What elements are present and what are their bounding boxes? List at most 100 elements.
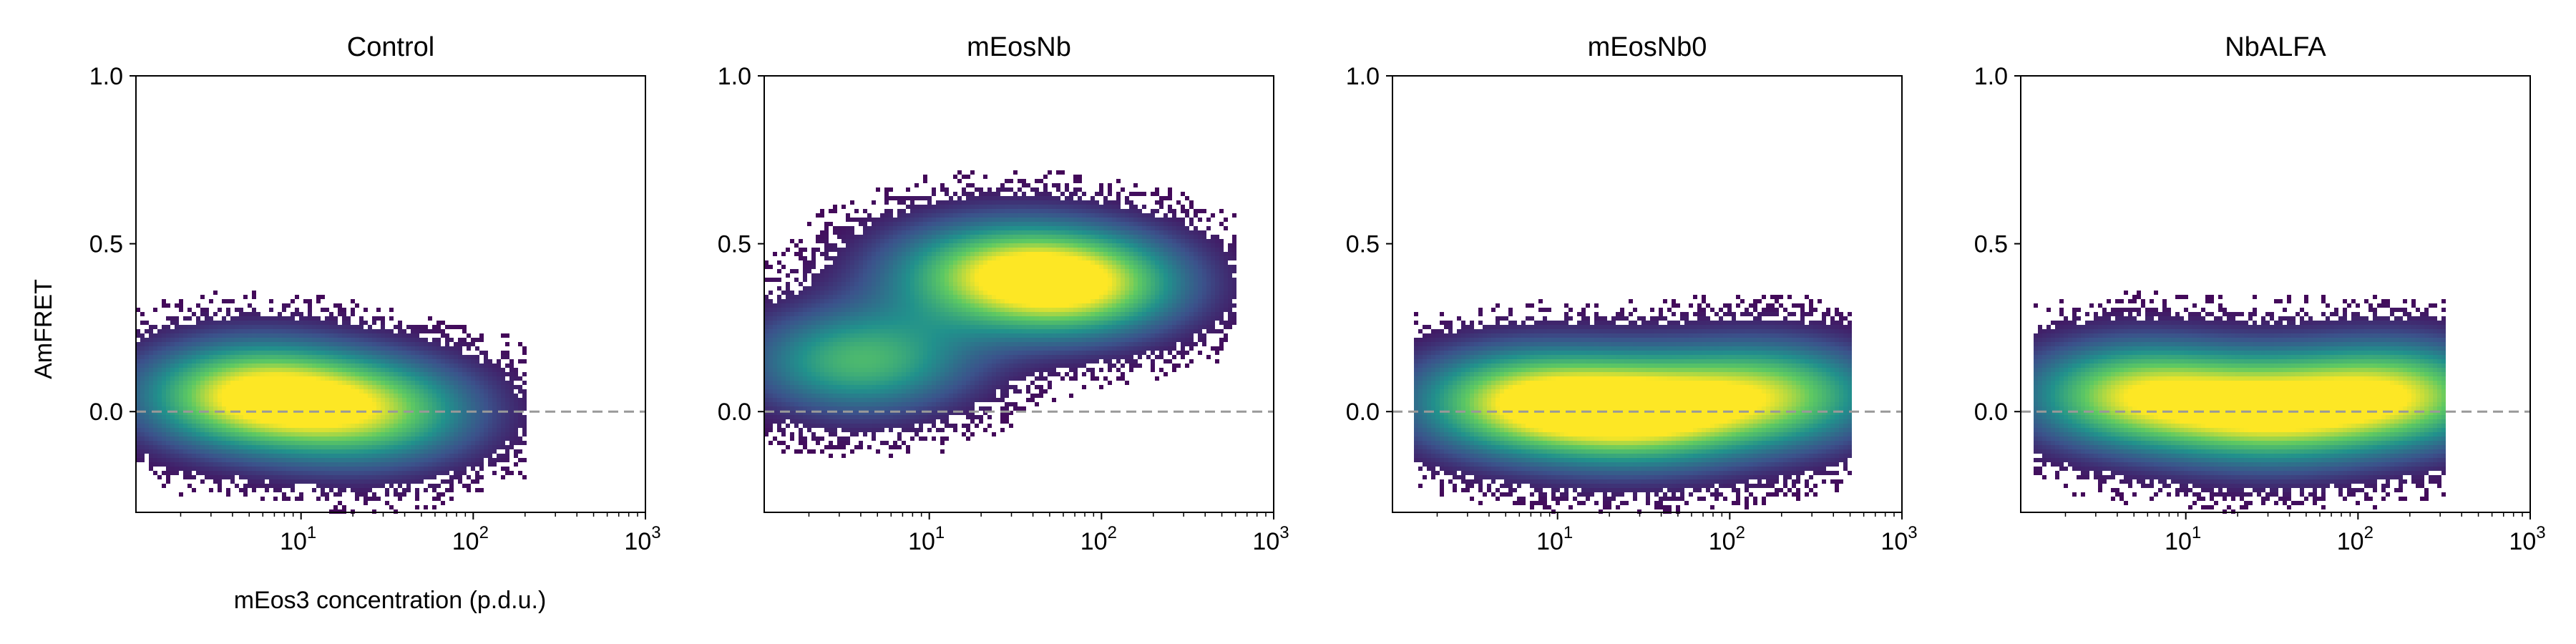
density-cell bbox=[811, 415, 816, 419]
density-cell bbox=[196, 333, 200, 338]
density-cell bbox=[226, 364, 230, 368]
density-cell bbox=[467, 389, 471, 394]
density-cell bbox=[299, 406, 303, 411]
density-cell bbox=[355, 385, 359, 389]
density-cell bbox=[415, 338, 419, 342]
density-cell bbox=[829, 321, 833, 325]
density-cell bbox=[286, 419, 291, 424]
density-cell bbox=[209, 454, 213, 458]
density-cell bbox=[368, 441, 372, 445]
density-cell bbox=[179, 492, 183, 497]
density-cell bbox=[329, 402, 333, 406]
density-cell bbox=[889, 351, 893, 355]
density-cell bbox=[291, 415, 295, 419]
density-cell bbox=[376, 462, 381, 467]
density-cell bbox=[179, 338, 183, 342]
density-cell bbox=[170, 419, 175, 424]
density-cell bbox=[841, 351, 846, 355]
density-cell bbox=[200, 381, 205, 385]
density-cell bbox=[338, 346, 342, 351]
density-cell bbox=[299, 454, 303, 458]
density-cell bbox=[854, 303, 859, 308]
density-cell bbox=[867, 295, 872, 299]
density-cell bbox=[145, 424, 149, 428]
density-cell bbox=[902, 308, 906, 312]
density-cell bbox=[230, 359, 235, 364]
density-cell bbox=[346, 394, 351, 398]
density-cell bbox=[893, 441, 897, 445]
density-cell bbox=[867, 213, 872, 218]
density-cell bbox=[803, 445, 807, 449]
density-cell bbox=[325, 449, 329, 454]
density-cell bbox=[333, 449, 338, 454]
density-cell bbox=[342, 372, 346, 376]
density-cell bbox=[462, 471, 467, 475]
density-cell bbox=[303, 364, 308, 368]
density-cell bbox=[488, 368, 492, 372]
density-cell bbox=[235, 454, 239, 458]
density-cell bbox=[325, 346, 329, 351]
density-cell bbox=[829, 295, 833, 299]
density-cell bbox=[153, 428, 157, 432]
density-cell bbox=[449, 389, 454, 394]
density-cell bbox=[837, 333, 841, 338]
density-cell bbox=[239, 398, 243, 402]
density-cell bbox=[278, 479, 282, 484]
density-cell bbox=[333, 316, 338, 321]
density-cell bbox=[153, 454, 157, 458]
density-cell bbox=[157, 389, 162, 394]
density-cell bbox=[321, 467, 325, 471]
density-cell bbox=[381, 458, 385, 462]
density-cell bbox=[183, 441, 187, 445]
density-cell bbox=[411, 368, 415, 372]
density-cell bbox=[467, 428, 471, 432]
density-cell bbox=[166, 364, 170, 368]
density-cell bbox=[475, 394, 479, 398]
density-cell bbox=[316, 432, 321, 436]
density-cell bbox=[226, 299, 230, 303]
density-cell bbox=[837, 406, 841, 411]
density-cell bbox=[462, 484, 467, 488]
density-cell bbox=[794, 243, 799, 248]
density-cell bbox=[205, 355, 209, 359]
density-cell bbox=[811, 338, 816, 342]
density-cell bbox=[364, 381, 368, 385]
density-cell bbox=[897, 394, 902, 398]
density-cell bbox=[187, 419, 192, 424]
density-cell bbox=[863, 428, 867, 432]
density-cell bbox=[824, 239, 829, 243]
density-cell bbox=[902, 419, 906, 424]
density-cell bbox=[385, 475, 389, 479]
density-cell bbox=[338, 462, 342, 467]
density-cell bbox=[850, 432, 854, 436]
density-cell bbox=[316, 479, 321, 484]
density-cell bbox=[179, 415, 183, 419]
density-cell bbox=[282, 389, 286, 394]
density-cell bbox=[381, 424, 385, 428]
density-cell bbox=[479, 424, 484, 428]
density-cell bbox=[475, 449, 479, 454]
density-cell bbox=[230, 441, 235, 445]
density-cell bbox=[876, 218, 880, 222]
density-cell bbox=[243, 424, 248, 428]
density-cell bbox=[880, 265, 884, 269]
density-cell bbox=[773, 381, 777, 385]
density-cell bbox=[790, 389, 794, 394]
density-cell bbox=[260, 402, 265, 406]
density-cell bbox=[183, 436, 187, 441]
density-cell bbox=[333, 505, 338, 509]
density-cell bbox=[226, 312, 230, 316]
density-cell bbox=[837, 398, 841, 402]
density-cell bbox=[803, 308, 807, 312]
density-cell bbox=[153, 415, 157, 419]
density-cell bbox=[295, 295, 299, 299]
density-cell bbox=[846, 269, 850, 273]
density-cell bbox=[187, 454, 192, 458]
density-cell bbox=[226, 406, 230, 411]
density-cell bbox=[837, 278, 841, 282]
density-cell bbox=[205, 312, 209, 316]
density-cell bbox=[790, 419, 794, 424]
density-cell bbox=[424, 372, 428, 376]
density-cell bbox=[497, 406, 501, 411]
density-cell bbox=[803, 299, 807, 303]
